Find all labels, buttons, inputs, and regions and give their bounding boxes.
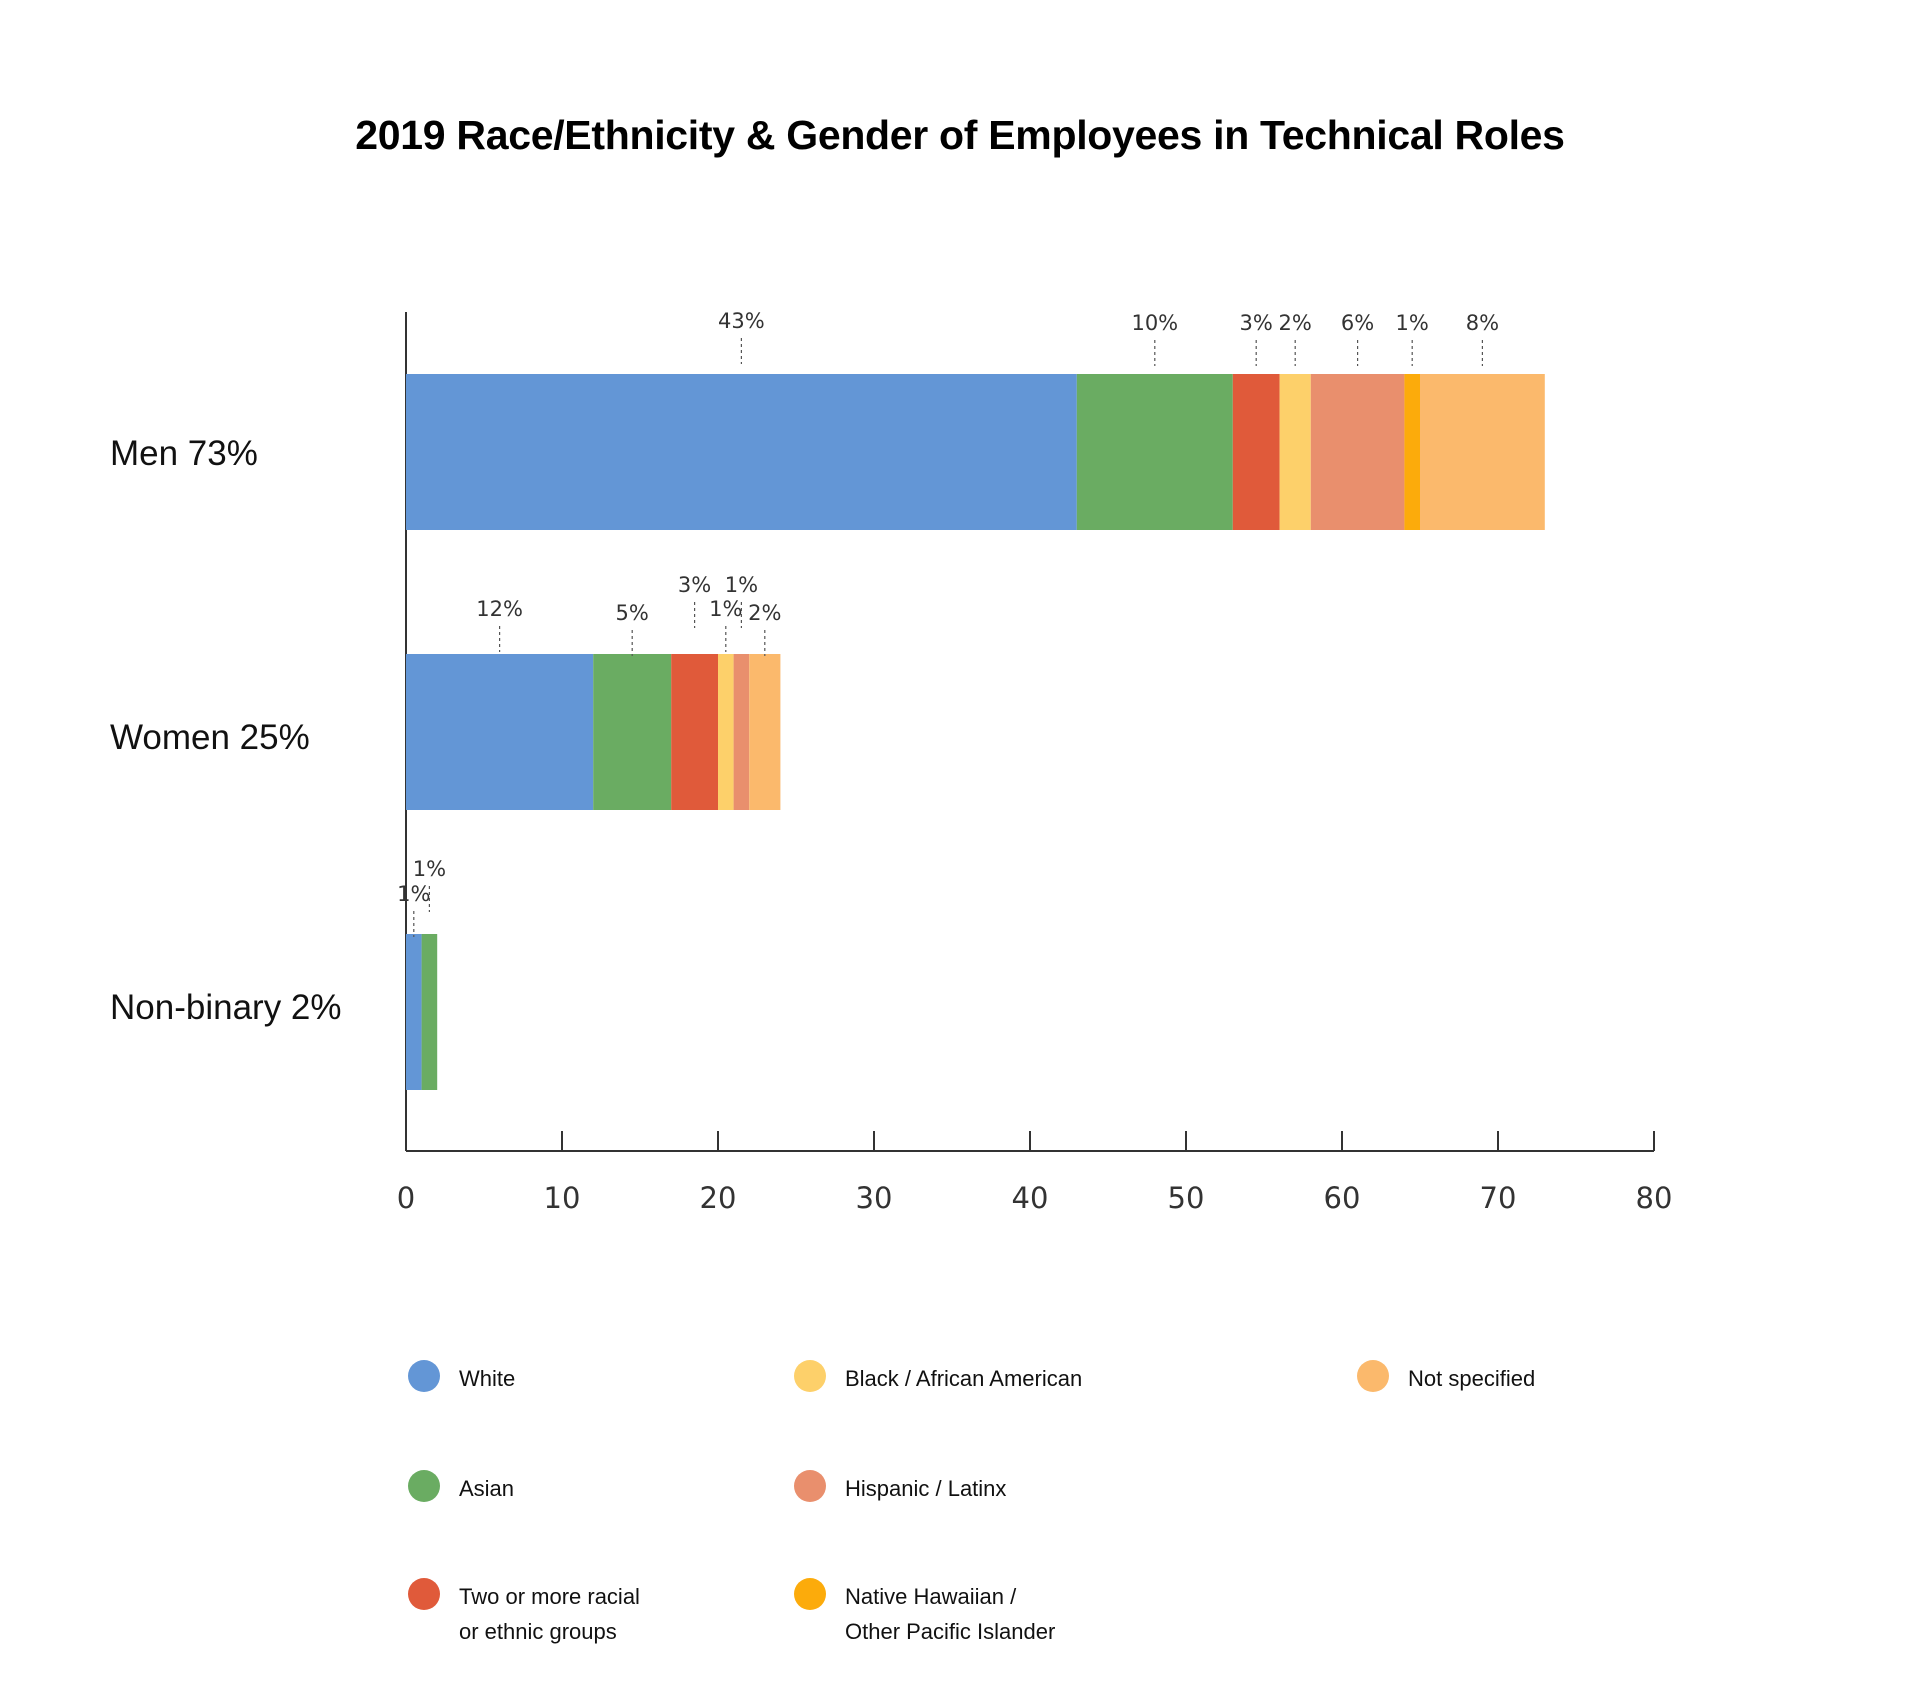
bar-segment — [1279, 374, 1311, 530]
data-label: 6% — [1341, 311, 1374, 335]
x-tick-label: 50 — [1168, 1181, 1205, 1215]
bar-segment — [406, 374, 1077, 530]
data-label: 12% — [476, 597, 523, 621]
data-label: 1% — [1396, 311, 1429, 335]
legend-swatch — [408, 1360, 440, 1392]
bar-segment — [733, 654, 750, 810]
x-tick-label: 0 — [397, 1181, 415, 1215]
bar-segment — [406, 654, 594, 810]
data-label: 1% — [413, 857, 446, 881]
category-label-women: Women 25% — [110, 718, 310, 757]
chart-title: 2019 Race/Ethnicity & Gender of Employee… — [355, 112, 1565, 158]
x-tick-label: 60 — [1324, 1181, 1361, 1215]
bar-segment — [421, 934, 438, 1090]
bar-segment — [1232, 374, 1280, 530]
data-label: 2% — [748, 601, 781, 625]
x-tick-label: 40 — [1012, 1181, 1049, 1215]
data-label: 43% — [718, 309, 765, 333]
data-label: 5% — [616, 601, 649, 625]
legend-label: White — [459, 1366, 516, 1391]
legend-swatch — [1357, 1360, 1389, 1392]
data-label: 3% — [1240, 311, 1273, 335]
x-tick-label: 70 — [1480, 1181, 1517, 1215]
x-tick-label: 30 — [856, 1181, 893, 1215]
x-tick-label: 80 — [1636, 1181, 1673, 1215]
data-label: 3% — [678, 573, 711, 597]
legend-label: Not specified — [1408, 1366, 1536, 1391]
bar-segment — [593, 654, 672, 810]
data-label: 2% — [1279, 311, 1312, 335]
bar-segment — [1310, 374, 1405, 530]
bar-segment — [749, 654, 781, 810]
category-label-men: Men 73% — [110, 434, 258, 473]
legend-label: Two or more racial or ethnic groups — [459, 1584, 640, 1644]
legend-label: Black / African American — [845, 1366, 1083, 1391]
data-label: 1% — [397, 882, 430, 906]
bar-segment — [406, 934, 422, 1090]
x-tick-label: 20 — [700, 1181, 737, 1215]
legend-label: Asian — [459, 1476, 515, 1501]
data-label: 10% — [1131, 311, 1178, 335]
legend-label: Hispanic / Latinx — [845, 1476, 1007, 1501]
bar-segment — [718, 654, 734, 810]
data-label: 1% — [725, 573, 758, 597]
category-label-non-binary: Non-binary 2% — [110, 988, 342, 1027]
bar-segment — [1420, 374, 1545, 530]
x-tick-label: 10 — [544, 1181, 581, 1215]
data-label: 1% — [709, 597, 742, 621]
legend-swatch — [794, 1578, 826, 1610]
legend-swatch — [794, 1470, 826, 1502]
bar-segment — [1076, 374, 1233, 530]
legend-label: Native Hawaiian / Other Pacific Islander — [845, 1584, 1056, 1644]
legend-swatch — [794, 1360, 826, 1392]
data-label: 8% — [1466, 311, 1499, 335]
bar-segment — [1404, 374, 1420, 530]
legend-swatch — [408, 1578, 440, 1610]
bar-segment — [671, 654, 718, 810]
legend-swatch — [408, 1470, 440, 1502]
